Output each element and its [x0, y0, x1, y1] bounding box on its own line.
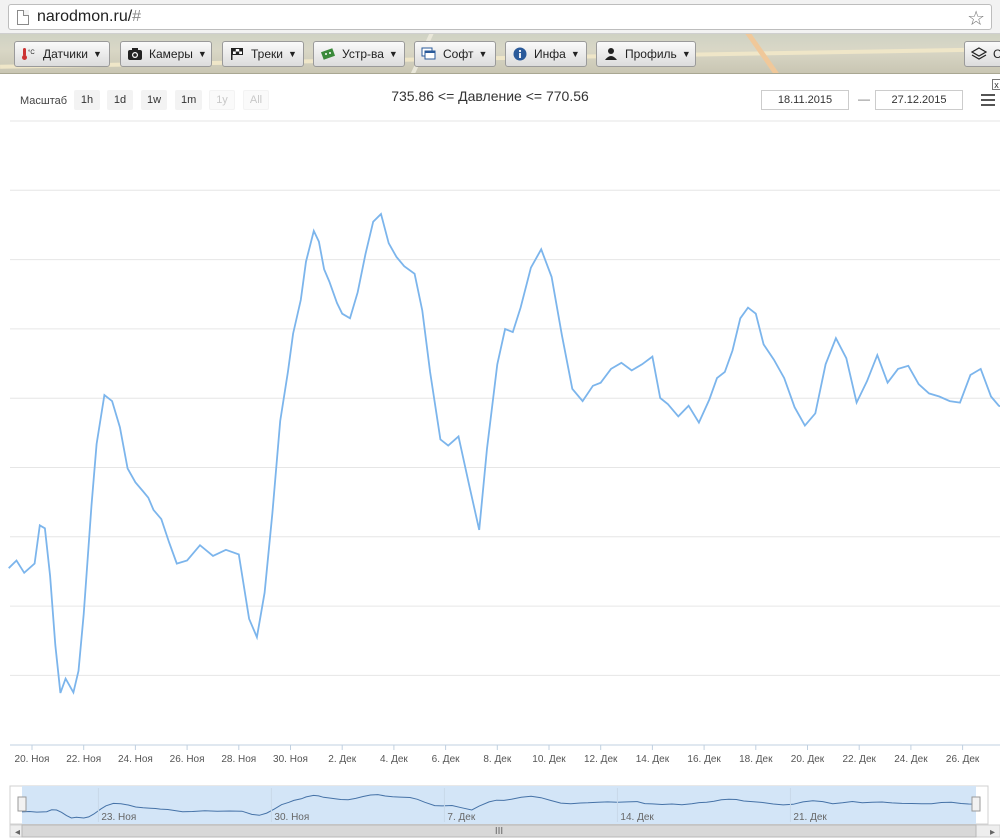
- navigator-axis: 23. Ноя 30. Ноя 7. Дек 14. Дек 21. Дек: [97, 788, 827, 823]
- x-tick-label: 16. Дек: [687, 754, 721, 765]
- browser-address-bar: narodmon.ru/# ☆: [0, 0, 1000, 34]
- software-menu-button[interactable]: Софт ▼: [414, 41, 496, 67]
- thermometer-icon: °C: [21, 47, 37, 61]
- chevron-down-icon: ▼: [570, 49, 580, 59]
- zoom-all-button: All: [243, 90, 269, 110]
- navigator-series: [21, 794, 977, 819]
- tracks-label: Треки: [251, 47, 283, 61]
- navigator-tick-label: 7. Дек: [447, 812, 475, 823]
- x-tick-label: 20. Ноя: [15, 754, 50, 765]
- sensors-menu-button[interactable]: °C Датчики ▼: [14, 41, 110, 67]
- x-tick-label: 24. Дек: [894, 754, 928, 765]
- x-tick-label: 22. Ноя: [66, 754, 101, 765]
- zoom-1y-button: 1y: [209, 90, 235, 110]
- chevron-down-icon: ▼: [287, 49, 297, 59]
- sensors-label: Датчики: [43, 47, 88, 61]
- x-tick-label: 12. Дек: [584, 754, 618, 765]
- date-from-input[interactable]: 18.11.2015: [761, 90, 849, 110]
- x-tick-label: 30. Ноя: [273, 754, 308, 765]
- devices-label: Устр-ва: [342, 47, 384, 61]
- cameras-label: Камеры: [149, 47, 193, 61]
- date-separator: —: [858, 92, 870, 106]
- scrollbar-grip: III: [495, 826, 503, 837]
- url-text[interactable]: narodmon.ru/#: [37, 8, 141, 26]
- chart-menu-icon[interactable]: [981, 94, 995, 109]
- layers-label: С: [993, 47, 1000, 61]
- x-tick-label: 18. Дек: [739, 754, 773, 765]
- scroll-right-arrow-icon[interactable]: ▸: [990, 827, 995, 838]
- device-icon: [320, 47, 336, 61]
- x-tick-label: 2. Дек: [328, 754, 356, 765]
- x-tick-label: 6. Дек: [432, 754, 460, 765]
- navigator-selection[interactable]: [22, 786, 976, 824]
- close-icon[interactable]: x: [992, 79, 1000, 90]
- navigator-left-handle[interactable]: [17, 796, 27, 812]
- x-tick-label: 8. Дек: [483, 754, 511, 765]
- x-tick-label: 10. Дек: [532, 754, 566, 765]
- info-menu-button[interactable]: Инфа ▼: [505, 41, 587, 67]
- url-field[interactable]: narodmon.ru/# ☆: [8, 4, 992, 30]
- navigator-tick-label: 21. Дек: [793, 812, 827, 823]
- site-toolbar: °C Датчики ▼ Камеры ▼ Треки ▼ Устр-ва ▼ Софт…: [0, 34, 1000, 74]
- profile-menu-button[interactable]: Профиль ▼: [596, 41, 696, 67]
- devices-menu-button[interactable]: Устр-ва ▼: [313, 41, 405, 67]
- navigator[interactable]: 23. Ноя 30. Ноя 7. Дек 14. Дек 21. Дек: [9, 785, 989, 825]
- navigator-tick-label: 23. Ноя: [101, 812, 136, 823]
- software-label: Софт: [443, 47, 474, 61]
- pressure-series-line: [8, 212, 1000, 695]
- url-hash: #: [132, 8, 142, 25]
- pressure-chart: 20. Ноя 22. Ноя 24. Ноя 26. Ноя 28. Ноя 30. Н…: [8, 120, 1000, 838]
- navigator-tick-label: 30. Ноя: [274, 812, 309, 823]
- zoom-1h-button[interactable]: 1h: [74, 90, 100, 110]
- navigator-right-handle[interactable]: [971, 796, 981, 812]
- page-icon: [17, 10, 29, 25]
- x-tick-label: 4. Дек: [380, 754, 408, 765]
- flag-icon: [229, 47, 245, 61]
- layers-icon: [971, 47, 987, 61]
- profile-label: Профиль: [625, 47, 677, 61]
- info-label: Инфа: [534, 47, 566, 61]
- x-tick-label: 24. Ноя: [118, 754, 153, 765]
- cameras-menu-button[interactable]: Камеры ▼: [120, 41, 212, 67]
- scroll-left-arrow-icon[interactable]: ◂: [15, 827, 20, 838]
- range-selector-label: Масштаб: [20, 95, 68, 107]
- tracks-menu-button[interactable]: Треки ▼: [222, 41, 304, 67]
- info-icon: [512, 47, 528, 61]
- layers-button[interactable]: С: [964, 41, 1000, 67]
- x-axis: 20. Ноя 22. Ноя 24. Ноя 26. Ноя 28. Ноя 30. Н…: [15, 745, 980, 765]
- zoom-1w-button[interactable]: 1w: [141, 90, 168, 110]
- chart-title: 735.86 <= Давление <= 770.56: [391, 88, 589, 104]
- svg-text:°C: °C: [28, 50, 35, 56]
- x-tick-label: 26. Дек: [946, 754, 980, 765]
- camera-icon: [127, 47, 143, 61]
- zoom-1d-button[interactable]: 1d: [107, 90, 133, 110]
- scrollbar-thumb[interactable]: [21, 824, 977, 838]
- x-tick-label: 26. Ноя: [170, 754, 205, 765]
- x-tick-label: 28. Ноя: [221, 754, 256, 765]
- chevron-down-icon: ▼: [478, 49, 488, 59]
- x-tick-label: 20. Дек: [791, 754, 825, 765]
- chevron-down-icon: ▼: [388, 49, 398, 59]
- url-host: narodmon.ru/: [37, 8, 133, 25]
- navigator-tick-label: 14. Дек: [620, 812, 654, 823]
- chevron-down-icon: ▼: [92, 49, 102, 59]
- x-tick-label: 22. Дек: [843, 754, 877, 765]
- chart-panel: x Масштаб 1h 1d 1w 1m 1y All 735.86 <= Д…: [0, 74, 1000, 840]
- date-to-input[interactable]: 27.12.2015: [875, 90, 963, 110]
- user-icon: [603, 47, 619, 61]
- chart-grid: [10, 120, 1000, 676]
- bookmark-star-icon[interactable]: ☆: [967, 8, 985, 30]
- scrollbar[interactable]: III ◂ ▸: [9, 824, 1000, 838]
- windows-icon: [421, 47, 437, 61]
- zoom-1m-button[interactable]: 1m: [175, 90, 203, 110]
- x-tick-label: 14. Дек: [636, 754, 670, 765]
- chevron-down-icon: ▼: [197, 49, 207, 59]
- chevron-down-icon: ▼: [681, 49, 691, 59]
